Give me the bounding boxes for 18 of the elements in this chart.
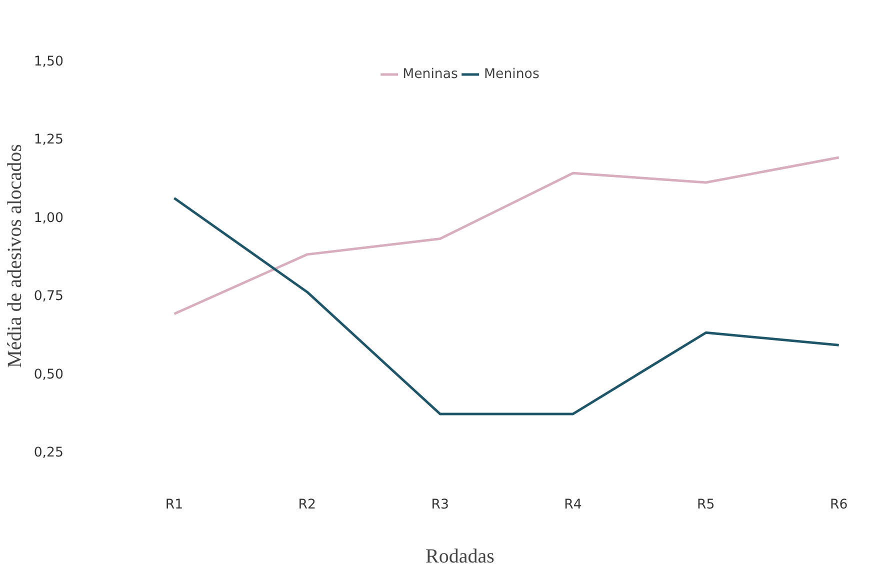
y-tick-label: 1,50 [34, 54, 64, 70]
legend-label: Meninas [402, 66, 458, 82]
x-tick-label: R1 [165, 498, 184, 512]
line-series [172, 156, 840, 316]
x-axis-title: Rodadas [426, 546, 495, 568]
legend-label: Meninos [484, 66, 540, 82]
x-tick-label: R6 [830, 498, 848, 512]
x-tick-label: R5 [697, 498, 715, 512]
x-tick-label: R2 [298, 498, 316, 512]
x-tick-label: R4 [564, 498, 582, 512]
y-tick-label: 0,50 [34, 367, 64, 382]
y-axis-title: Média de adesivos alocados [4, 144, 26, 368]
x-tick-label: R3 [431, 498, 449, 512]
y-tick-label: 1,25 [34, 132, 64, 148]
y-tick-label: 0,25 [34, 446, 64, 460]
y-tick-label: 0,75 [34, 289, 64, 304]
y-tick-label: 1,00 [34, 210, 64, 226]
line-series [172, 196, 840, 416]
